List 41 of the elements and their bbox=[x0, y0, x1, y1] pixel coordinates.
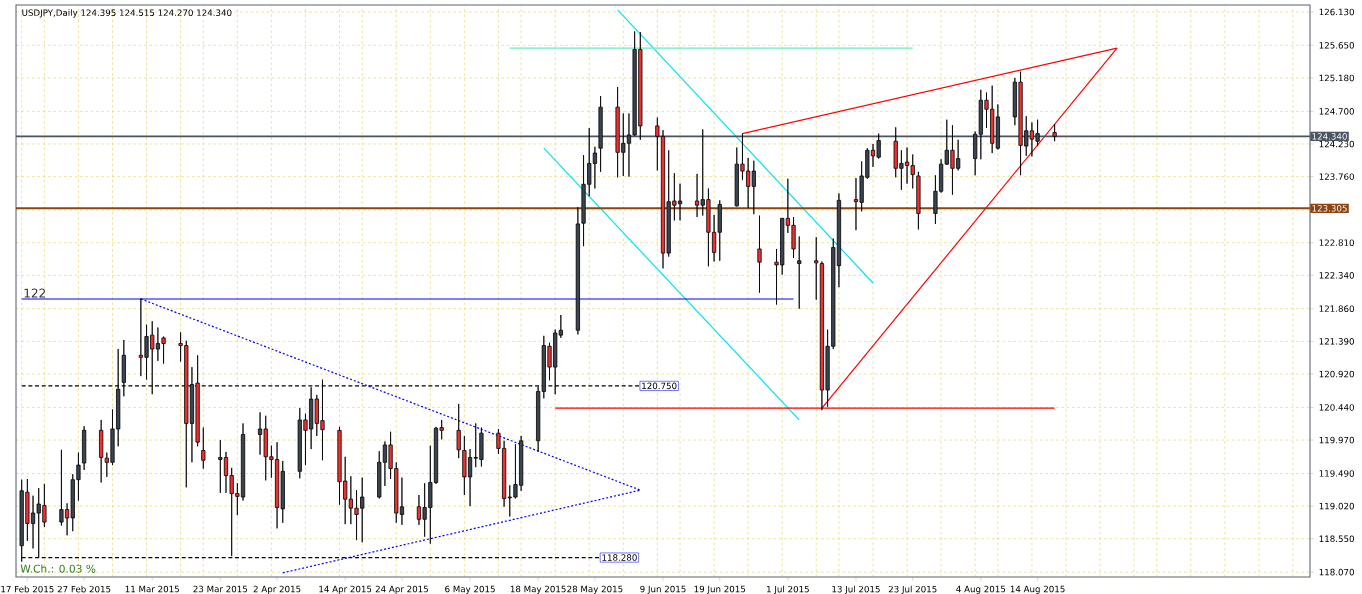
y-tick-label: 120.440 bbox=[1319, 404, 1354, 411]
x-tick-label: 14 Apr 2015 bbox=[319, 585, 372, 594]
y-tick-label: 123.760 bbox=[1319, 173, 1354, 180]
x-tick-label: 24 Apr 2015 bbox=[375, 585, 428, 594]
annotation: W.Ch.: 0.03 % bbox=[20, 564, 96, 573]
x-tick-label: 23 Jul 2015 bbox=[888, 585, 937, 594]
x-tick-label: 2 Apr 2015 bbox=[253, 585, 301, 594]
x-tick-label: 23 Mar 2015 bbox=[193, 585, 248, 593]
y-tick-label: 125.180 bbox=[1319, 74, 1354, 82]
x-tick-label: 9 Jun 2015 bbox=[640, 585, 686, 594]
y-tick-label: 119.490 bbox=[1319, 470, 1354, 477]
x-tick-label: 19 Jun 2015 bbox=[694, 585, 746, 594]
series-label: 120.750 bbox=[642, 382, 677, 390]
x-tick-label: 27 Feb 2015 bbox=[57, 585, 111, 593]
x-tick-label: 28 May 2015 bbox=[567, 585, 623, 594]
y-tick-label: 126.130 bbox=[1319, 8, 1354, 16]
x-tick-label: 6 May 2015 bbox=[445, 585, 495, 594]
y-tick-label: 124.700 bbox=[1319, 108, 1354, 115]
y-tick-label: 124.230 bbox=[1319, 140, 1354, 148]
y-tick-label: 121.390 bbox=[1319, 338, 1354, 345]
y-tick-label: 118.550 bbox=[1319, 535, 1354, 543]
chart-title: USDJPY,Daily 124.395 124.515 124.270 124.340 bbox=[22, 9, 232, 18]
series-label: 122 bbox=[24, 288, 45, 298]
ref-line-label: 124.340 bbox=[1312, 133, 1347, 140]
y-tick-label: 119.970 bbox=[1319, 436, 1354, 444]
x-tick-label: 4 Aug 2015 bbox=[956, 585, 1006, 594]
y-tick-label: 119.020 bbox=[1319, 502, 1354, 510]
y-tick-label: 121.860 bbox=[1319, 305, 1354, 312]
series-label: 118.280 bbox=[602, 554, 637, 561]
y-tick-label: 120.920 bbox=[1319, 370, 1354, 378]
x-tick-label: 11 Mar 2015 bbox=[125, 585, 179, 593]
x-tick-label: 1 Jul 2015 bbox=[767, 585, 809, 594]
y-tick-label: 122.340 bbox=[1319, 272, 1354, 279]
x-tick-label: 13 Jul 2015 bbox=[832, 585, 880, 594]
y-tick-label: 122.810 bbox=[1319, 239, 1354, 246]
x-tick-label: 18 May 2015 bbox=[510, 585, 566, 594]
x-tick-label: 17 Feb 2015 bbox=[1, 585, 54, 593]
y-tick-label: 125.650 bbox=[1319, 42, 1354, 49]
x-tick-label: 14 Aug 2015 bbox=[1010, 585, 1065, 594]
ref-line-label: 123.305 bbox=[1312, 205, 1347, 212]
y-tick-label: 118.070 bbox=[1319, 568, 1354, 576]
